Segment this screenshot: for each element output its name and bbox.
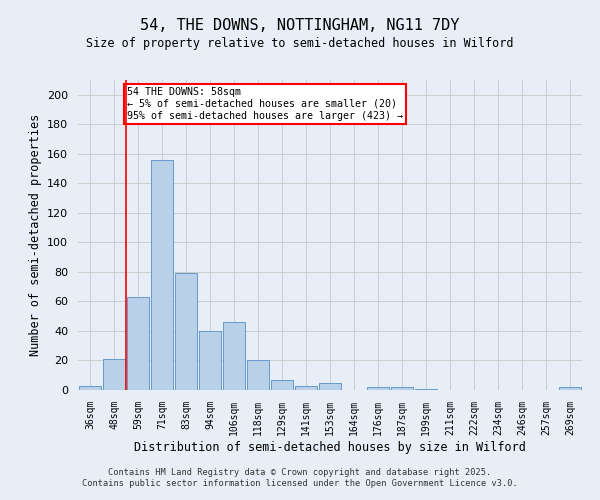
Y-axis label: Number of semi-detached properties: Number of semi-detached properties xyxy=(29,114,41,356)
Bar xyxy=(223,322,245,390)
Bar xyxy=(295,386,317,390)
Bar xyxy=(103,359,125,390)
Text: Size of property relative to semi-detached houses in Wilford: Size of property relative to semi-detach… xyxy=(86,38,514,51)
Text: Contains HM Land Registry data © Crown copyright and database right 2025.
Contai: Contains HM Land Registry data © Crown c… xyxy=(82,468,518,487)
Bar xyxy=(559,387,581,390)
Bar xyxy=(319,382,341,390)
Bar xyxy=(391,387,413,390)
Bar xyxy=(415,388,437,390)
Bar xyxy=(79,386,101,390)
Text: 54, THE DOWNS, NOTTINGHAM, NG11 7DY: 54, THE DOWNS, NOTTINGHAM, NG11 7DY xyxy=(140,18,460,32)
Bar xyxy=(271,380,293,390)
Text: 54 THE DOWNS: 58sqm
← 5% of semi-detached houses are smaller (20)
95% of semi-de: 54 THE DOWNS: 58sqm ← 5% of semi-detache… xyxy=(127,88,403,120)
Bar xyxy=(175,274,197,390)
Bar xyxy=(199,331,221,390)
Bar xyxy=(151,160,173,390)
Bar xyxy=(127,297,149,390)
Bar xyxy=(367,387,389,390)
Bar xyxy=(247,360,269,390)
X-axis label: Distribution of semi-detached houses by size in Wilford: Distribution of semi-detached houses by … xyxy=(134,440,526,454)
